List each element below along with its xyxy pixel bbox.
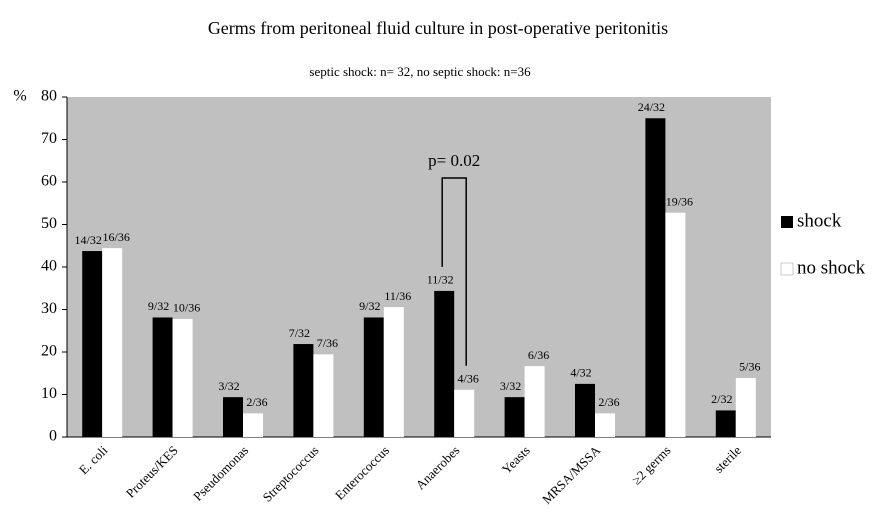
bar	[454, 389, 475, 437]
legend-label: shock	[797, 210, 842, 231]
x-tick-label: Anaerobes	[413, 443, 463, 493]
significance-bracket	[441, 177, 467, 366]
chart-subtitle: septic shock: n= 32, no septic shock: n=…	[309, 64, 531, 79]
bar	[735, 377, 756, 437]
x-tick-label: Pseudomonas	[190, 443, 251, 504]
bar	[293, 344, 314, 437]
x-tick-label: E. coli	[76, 442, 111, 477]
value-label: 6/36	[528, 348, 549, 362]
x-tick-label: Enterococcus	[332, 443, 392, 503]
x-tick-label: MRSA/MSSA	[539, 442, 604, 507]
y-tick-label: 20	[41, 343, 57, 360]
bar	[243, 413, 263, 437]
bar	[313, 354, 334, 437]
y-tick-label: 50	[41, 215, 57, 232]
bar	[363, 317, 384, 437]
value-label: 4/36	[458, 372, 479, 386]
value-label: 4/32	[570, 366, 591, 380]
legend-label: no shock	[797, 257, 866, 278]
bar	[102, 248, 123, 437]
value-label: 7/36	[317, 336, 338, 350]
value-label: 2/36	[246, 395, 267, 409]
bar	[524, 366, 545, 437]
bar	[383, 307, 404, 437]
y-axis-label: %	[13, 88, 26, 105]
x-tick-label: Streptococcus	[259, 443, 321, 505]
y-tick-label: 60	[41, 173, 57, 190]
value-label: 10/36	[173, 301, 200, 315]
bar	[715, 410, 736, 437]
value-label: 7/32	[289, 326, 310, 340]
value-label: 5/36	[739, 360, 760, 374]
y-tick-label: 70	[41, 130, 57, 147]
bar	[575, 383, 595, 437]
value-label: 2/32	[711, 392, 732, 406]
bar	[172, 318, 193, 437]
x-tick-label: ≥2 germs	[629, 443, 674, 488]
bar	[223, 397, 243, 437]
x-tick-label: Yeasts	[499, 443, 533, 477]
legend-swatch	[780, 262, 794, 276]
value-label: 11/32	[427, 273, 454, 287]
value-label: 3/32	[500, 379, 521, 393]
value-label: 19/36	[666, 194, 693, 208]
bar	[645, 118, 666, 437]
legend-swatch	[781, 216, 793, 228]
value-label: 14/32	[75, 233, 102, 247]
value-label: 24/32	[638, 100, 665, 114]
bar	[82, 251, 103, 437]
y-tick-label: 80	[41, 88, 57, 105]
value-label: 16/36	[103, 230, 130, 244]
x-tick-label: sterile	[711, 442, 744, 475]
value-label: 3/32	[218, 379, 239, 393]
value-label: 9/32	[359, 299, 380, 313]
bar	[434, 290, 455, 437]
bar	[504, 397, 525, 437]
bar	[665, 212, 686, 437]
value-label: 2/36	[598, 395, 619, 409]
annotation: p= 0.02	[428, 151, 480, 170]
y-tick-label: 10	[41, 385, 57, 402]
bar	[595, 413, 615, 437]
chart-title: Germs from peritoneal fluid culture in p…	[208, 18, 668, 38]
value-label: 11/36	[384, 289, 411, 303]
x-tick-label: Proteus/KES	[123, 443, 181, 501]
y-tick-label: 40	[41, 258, 57, 275]
value-label: 9/32	[148, 299, 169, 313]
y-tick-label: 30	[41, 300, 57, 317]
y-tick-label: 0	[49, 428, 57, 445]
bar	[152, 317, 173, 437]
